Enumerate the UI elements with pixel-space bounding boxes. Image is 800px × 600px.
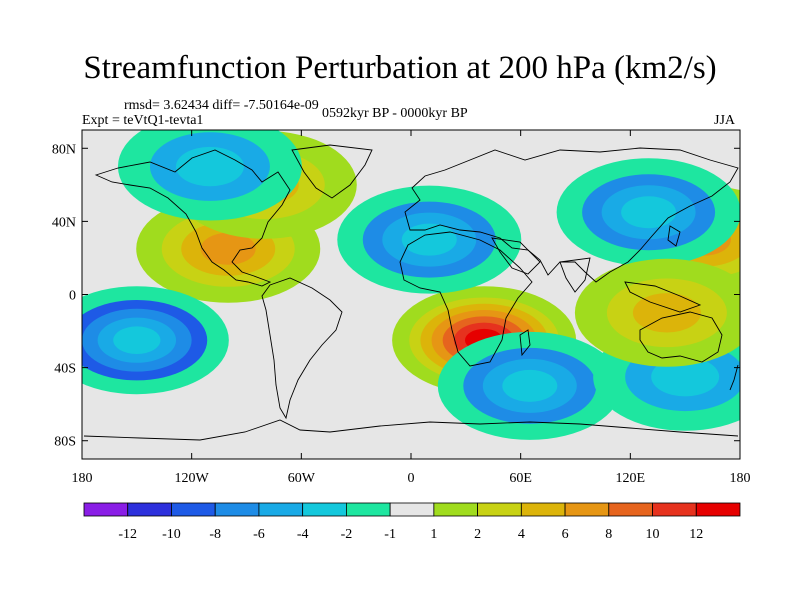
colorbar-swatch <box>83 502 129 517</box>
colorbar-swatch <box>652 502 697 517</box>
rmsd-stats: rmsd= 3.62434 diff= -7.50164e-09 <box>124 98 319 113</box>
colorbar-swatch <box>389 502 435 517</box>
lon-tick-label: 60E <box>509 471 532 486</box>
contour-feature <box>117 130 302 221</box>
contour-band <box>621 196 677 229</box>
colorbar-label: -6 <box>253 527 265 542</box>
colorbar-label: -12 <box>118 527 137 542</box>
colorbar-label: 12 <box>689 527 703 542</box>
lon-tick-label: 0 <box>408 471 415 486</box>
period-label: 0592kyr BP - 0000kyr BP <box>322 106 468 121</box>
contour-band <box>113 326 161 354</box>
lon-tick-label: 180 <box>72 471 93 486</box>
contour-blobs <box>82 130 740 440</box>
lon-tick-label: 120E <box>616 471 646 486</box>
contour-band <box>651 357 720 397</box>
colorbar-label: 4 <box>518 527 525 542</box>
colorbar-label: 8 <box>605 527 612 542</box>
colorbar-swatch <box>608 502 653 517</box>
colorbar-swatch <box>695 502 741 517</box>
contour-field <box>82 130 740 459</box>
colorbar-label: 2 <box>474 527 481 542</box>
lat-tick-label: 40N <box>52 215 76 230</box>
contour-feature <box>437 331 622 440</box>
coastlines <box>83 144 739 441</box>
chart-title: Streamfunction Perturbation at 200 hPa (… <box>83 50 717 86</box>
colorbar-swatch <box>214 502 260 517</box>
colorbar-swatch <box>171 502 216 517</box>
colorbar-swatch <box>433 502 479 517</box>
longitude-axis: 180 120W 60W 0 60E 120E 180 <box>72 130 751 486</box>
colorbar-label: -4 <box>297 527 309 542</box>
colorbar-label: -10 <box>162 527 181 542</box>
contour-band <box>632 293 701 333</box>
lon-tick-label: 60W <box>288 471 316 486</box>
colorbar-label: -2 <box>341 527 353 542</box>
contour-band <box>175 146 244 187</box>
contour-feature <box>574 258 740 367</box>
colorbar-swatch <box>258 502 304 517</box>
contour-feature <box>82 286 229 395</box>
colorbar-label: 10 <box>646 527 660 542</box>
lat-tick-label: 40S <box>54 362 76 377</box>
lon-tick-label: 180 <box>730 471 751 486</box>
contour-band <box>502 369 558 402</box>
contour-band <box>401 223 457 256</box>
lat-tick-label: 0 <box>69 289 76 304</box>
lon-tick-label: 120W <box>175 471 210 486</box>
lat-tick-label: 80S <box>54 435 76 450</box>
colorbar-swatch <box>477 502 522 517</box>
colorbar: -12 -10 -8 -6 -4 -2 -1 1 2 4 6 8 10 12 <box>83 502 741 542</box>
experiment-label: Expt = teVtQ1-tevta1 <box>82 113 204 128</box>
colorbar-swatch <box>564 502 610 517</box>
colorbar-label: -1 <box>384 527 396 542</box>
colorbar-swatch <box>520 502 566 517</box>
contour-band <box>200 232 256 265</box>
latitude-axis: 80N 40N 0 40S 80S <box>52 142 740 450</box>
colorbar-swatch <box>302 502 347 517</box>
contour-feature <box>337 185 522 294</box>
season-label: JJA <box>714 113 736 128</box>
colorbar-label: -8 <box>209 527 221 542</box>
colorbar-label: 1 <box>430 527 437 542</box>
lat-tick-label: 80N <box>52 142 76 157</box>
colorbar-swatch <box>345 502 391 517</box>
colorbar-label: 6 <box>562 527 569 542</box>
contour-feature <box>556 158 740 267</box>
colorbar-swatch <box>127 502 172 517</box>
